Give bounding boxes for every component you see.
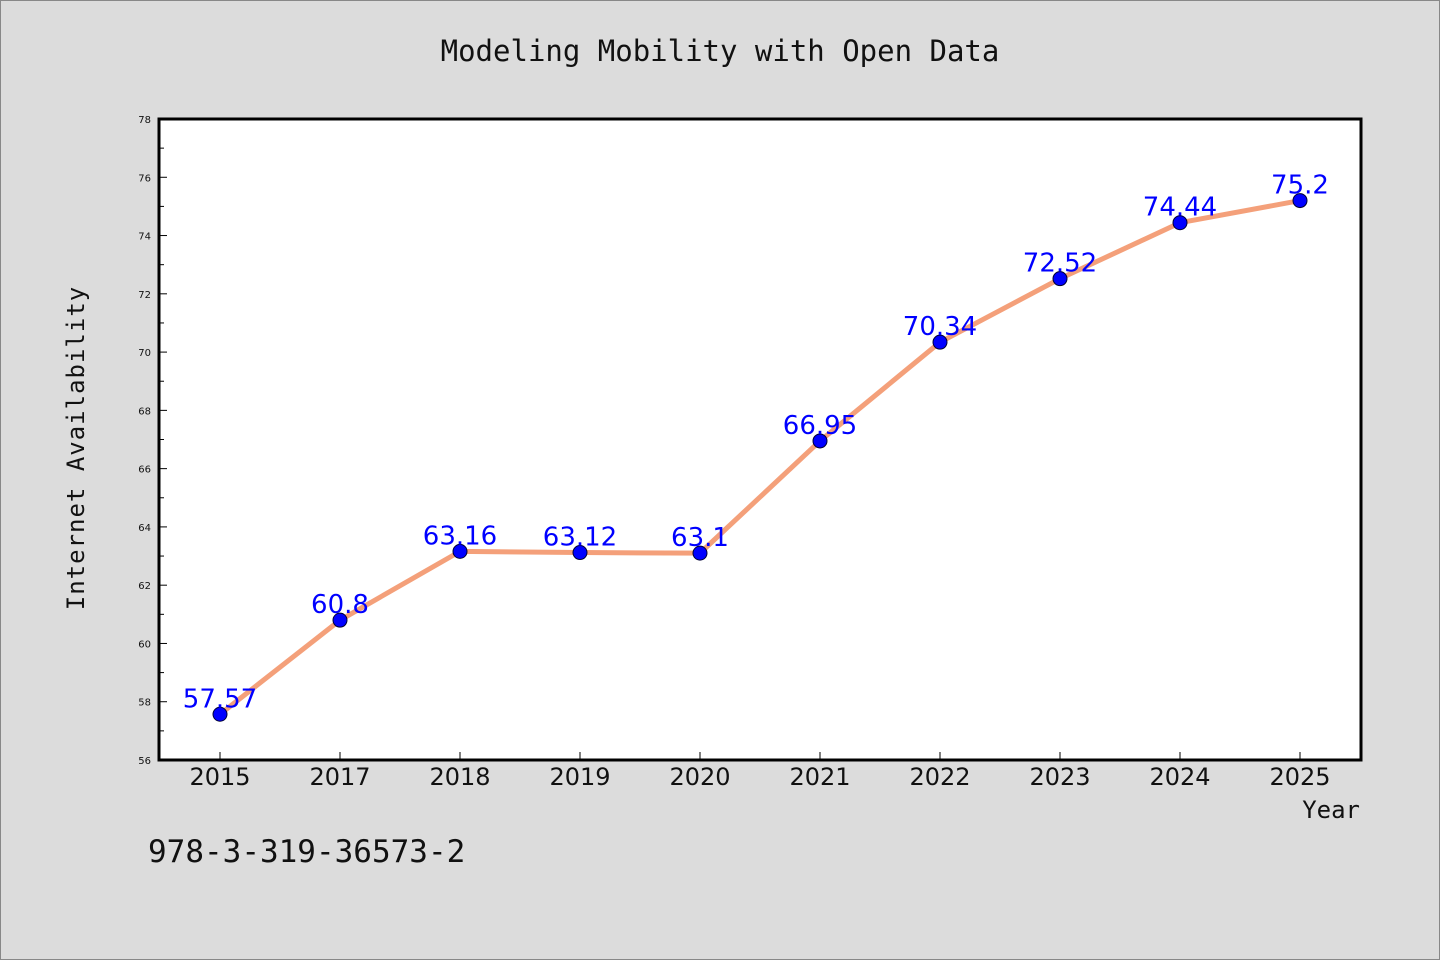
data-point xyxy=(572,545,588,561)
y-tick-label: 76 xyxy=(138,173,151,184)
x-tick-label: 2021 xyxy=(789,763,850,791)
data-point xyxy=(1052,271,1068,287)
data-point xyxy=(332,612,348,628)
chart-title: Modeling Mobility with Open Data xyxy=(440,34,1000,68)
x-tick-label: 2020 xyxy=(669,763,730,791)
y-tick-label: 62 xyxy=(138,581,151,592)
data-label: 70.34 xyxy=(903,312,977,342)
plot-area xyxy=(157,117,1363,762)
x-tick-label: 2023 xyxy=(1029,763,1090,791)
data-point xyxy=(932,334,948,350)
y-tick-label: 70 xyxy=(138,348,151,359)
data-label: 60.8 xyxy=(311,590,369,620)
data-label: 57.57 xyxy=(183,684,257,714)
data-label: 72.52 xyxy=(1023,249,1097,279)
data-label: 75.2 xyxy=(1271,171,1329,201)
data-point xyxy=(212,706,228,722)
data-point xyxy=(452,543,468,559)
data-point xyxy=(812,433,828,449)
y-tick-label: 68 xyxy=(138,406,151,417)
isbn-footnote: 978-3-319-36573-2 xyxy=(148,834,466,870)
x-axis-label: Year xyxy=(1302,796,1360,824)
x-tick-label: 2019 xyxy=(549,763,610,791)
x-tick-label: 2015 xyxy=(189,763,250,791)
data-label-layer: 57.57 60.8 63.16 63.12 63.1 66.95 70.34 72.52 74… xyxy=(183,171,1329,715)
data-label: 63.12 xyxy=(543,523,617,553)
y-tick-label: 78 xyxy=(138,115,151,126)
data-point xyxy=(692,545,708,561)
y-tick-label: 74 xyxy=(138,232,151,243)
data-label: 63.1 xyxy=(671,523,729,553)
data-point xyxy=(1292,193,1308,209)
series-line xyxy=(217,198,1303,717)
data-point xyxy=(1172,215,1188,231)
x-tick-label: 2017 xyxy=(309,763,370,791)
y-tick-label: 58 xyxy=(138,698,151,709)
data-label: 74.44 xyxy=(1143,193,1217,223)
y-tick-label: 56 xyxy=(138,756,151,767)
x-tick-label: 2018 xyxy=(429,763,490,791)
x-tick-label: 2024 xyxy=(1149,763,1210,791)
y-axis: 56 58 60 62 64 66 68 70 72 74 76 78 xyxy=(138,115,167,767)
data-label: 66.95 xyxy=(783,411,857,441)
y-tick-label: 60 xyxy=(138,639,151,650)
y-axis-label: Internet Availability xyxy=(62,285,90,611)
data-label: 63.16 xyxy=(423,521,497,551)
x-axis: 2015 2017 2018 2019 2020 2021 2022 2023 2024 2025 xyxy=(189,752,1331,791)
y-tick-label: 66 xyxy=(138,465,151,476)
y-tick-label: 72 xyxy=(138,290,151,301)
y-tick-label: 64 xyxy=(138,523,151,534)
x-tick-label: 2022 xyxy=(909,763,970,791)
x-tick-label: 2025 xyxy=(1269,763,1330,791)
series-layer xyxy=(212,193,1308,722)
